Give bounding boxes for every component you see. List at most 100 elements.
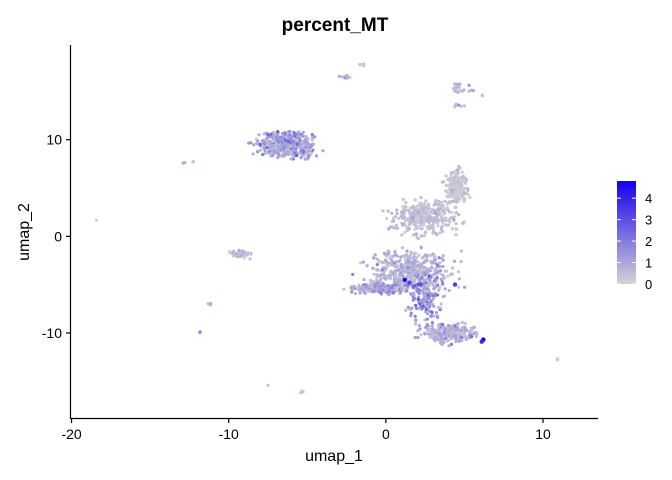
data-point (443, 269, 447, 273)
data-point (449, 172, 453, 177)
data-point (425, 207, 429, 211)
data-point (444, 218, 448, 222)
data-point (408, 267, 412, 271)
data-point (235, 255, 240, 259)
data-point (405, 249, 409, 253)
data-point (422, 295, 426, 299)
data-point (392, 226, 396, 230)
data-point (425, 328, 429, 332)
data-point (413, 264, 417, 268)
data-point (440, 225, 444, 229)
data-point (412, 291, 416, 295)
data-point (298, 138, 302, 142)
colorbar-tick-label: 4 (645, 191, 652, 206)
data-point (447, 344, 451, 348)
data-point (454, 233, 458, 237)
data-point (432, 208, 436, 212)
data-point (399, 279, 403, 283)
data-point (460, 194, 464, 198)
data-point (313, 135, 317, 139)
data-point (435, 276, 439, 280)
data-point (457, 339, 461, 343)
data-point (289, 147, 294, 151)
data-point (450, 195, 455, 199)
data-point (423, 253, 427, 257)
data-point (469, 326, 473, 330)
data-point (351, 272, 355, 277)
data-point (397, 281, 401, 285)
data-point (451, 179, 455, 183)
data-point (206, 302, 210, 306)
data-point (405, 283, 409, 287)
colorbar (617, 181, 636, 284)
data-point (396, 275, 400, 279)
data-point (242, 256, 246, 260)
data-point (438, 207, 442, 211)
data-point (435, 333, 439, 337)
data-point (439, 302, 443, 306)
data-point (312, 142, 316, 146)
data-point (433, 255, 437, 259)
data-point (435, 221, 439, 225)
data-point (361, 289, 366, 293)
data-point (381, 282, 385, 286)
data-point (429, 259, 433, 263)
data-point (422, 292, 426, 296)
data-point (446, 324, 451, 328)
data-point (392, 264, 396, 268)
data-point (259, 148, 263, 152)
data-point (383, 287, 387, 291)
data-point (261, 138, 265, 143)
data-point (462, 104, 467, 108)
data-point (252, 143, 256, 147)
data-point (407, 280, 412, 285)
x-ticks: -20 -10 0 10 (61, 418, 551, 442)
data-point (343, 76, 348, 80)
data-point (439, 227, 443, 231)
data-point (444, 223, 448, 227)
data-point (349, 285, 353, 289)
colorbar-ticks: 0 1 2 3 4 (617, 191, 652, 292)
data-point (454, 205, 458, 209)
data-point (373, 282, 377, 286)
data-point (431, 328, 435, 332)
data-point (472, 325, 476, 330)
data-point (441, 254, 445, 258)
data-point (419, 234, 424, 238)
data-point (303, 157, 307, 161)
data-point (448, 220, 452, 224)
data-point (456, 171, 460, 175)
data-point (438, 285, 442, 289)
data-point (429, 216, 433, 220)
data-point (277, 149, 281, 153)
data-point (405, 225, 409, 229)
data-point (447, 329, 451, 333)
data-point (301, 153, 305, 158)
data-point (420, 276, 424, 280)
data-point (434, 311, 439, 315)
data-point (429, 334, 433, 338)
data-point (445, 205, 449, 209)
data-point (369, 282, 373, 286)
data-point (468, 332, 472, 336)
data-point (410, 275, 414, 279)
data-point (470, 335, 474, 339)
data-point (295, 153, 299, 158)
data-point (409, 262, 413, 266)
data-point (272, 136, 276, 140)
data-point (415, 205, 419, 209)
data-point (432, 337, 436, 341)
data-point (381, 209, 385, 213)
data-point (411, 204, 415, 208)
data-point (420, 227, 424, 231)
data-point (441, 264, 445, 269)
data-point (459, 249, 463, 253)
data-point (265, 138, 269, 142)
data-point (452, 215, 456, 219)
data-point (306, 137, 310, 141)
data-point (424, 199, 428, 203)
data-point (401, 213, 405, 217)
data-point (249, 251, 253, 255)
data-point (407, 258, 411, 263)
colorbar-tick-label: 1 (645, 256, 652, 271)
